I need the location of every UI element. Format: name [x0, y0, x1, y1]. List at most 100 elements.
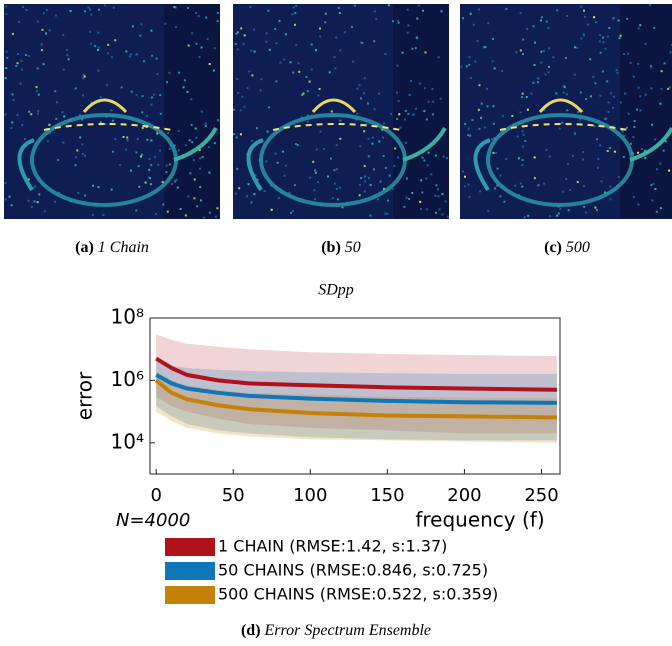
noise	[174, 6, 177, 9]
noise	[476, 40, 479, 43]
noise	[407, 112, 410, 115]
legend-swatch	[165, 538, 215, 556]
noise	[472, 23, 475, 26]
noise	[654, 187, 657, 190]
noise	[519, 49, 522, 52]
noise	[238, 187, 241, 190]
noise	[617, 175, 620, 178]
noise	[267, 9, 270, 12]
noise	[333, 182, 336, 185]
noise	[414, 47, 417, 50]
noise	[192, 159, 195, 162]
noise	[382, 155, 385, 158]
noise	[558, 127, 561, 130]
noise	[137, 164, 140, 167]
noise	[561, 121, 564, 124]
noise	[659, 162, 662, 165]
noise	[397, 21, 400, 24]
noise	[548, 47, 551, 50]
noise	[599, 94, 602, 97]
noise	[612, 125, 615, 128]
noise	[543, 109, 546, 112]
noise	[350, 25, 353, 28]
noise	[27, 178, 30, 181]
noise	[182, 86, 185, 89]
series-line	[155, 356, 557, 392]
noise	[245, 195, 248, 198]
noise	[587, 23, 590, 26]
noise	[663, 62, 666, 65]
noise	[176, 186, 179, 189]
noise	[583, 15, 586, 18]
noise	[610, 92, 613, 95]
error-image	[460, 4, 672, 219]
noise	[382, 122, 385, 125]
noise	[649, 65, 652, 68]
noise	[323, 148, 326, 151]
noise	[5, 12, 8, 15]
noise	[463, 175, 466, 178]
noise	[359, 97, 362, 100]
noise	[437, 56, 440, 59]
noise	[423, 110, 426, 113]
noise	[105, 84, 108, 87]
noise	[65, 48, 68, 51]
noise	[112, 6, 115, 9]
noise	[251, 74, 254, 77]
noise	[84, 10, 87, 13]
noise	[369, 183, 372, 186]
noise	[474, 60, 477, 63]
noise	[193, 197, 196, 200]
noise	[397, 20, 400, 23]
noise	[173, 6, 176, 9]
noise	[293, 184, 296, 187]
noise	[206, 37, 209, 40]
noise	[177, 149, 180, 152]
noise	[81, 143, 84, 146]
noise	[166, 81, 169, 84]
noise	[597, 166, 600, 169]
noise	[38, 193, 41, 196]
noise	[369, 214, 372, 217]
figure-caption: (d) Error Spectrum Ensemble	[241, 622, 431, 639]
noise	[636, 108, 639, 111]
noise	[619, 101, 622, 104]
noise	[426, 164, 429, 167]
noise	[414, 107, 417, 110]
noise	[364, 175, 367, 178]
noise	[48, 29, 51, 32]
noise	[609, 185, 612, 188]
noise	[30, 206, 33, 209]
noise	[54, 200, 57, 203]
noise	[324, 12, 327, 15]
noise	[601, 70, 604, 73]
noise	[33, 200, 36, 203]
noise	[468, 56, 471, 59]
noise	[659, 207, 662, 210]
noise	[612, 17, 615, 20]
noise	[522, 38, 525, 41]
noise	[79, 136, 82, 139]
noise	[22, 6, 25, 9]
noise	[94, 45, 97, 48]
noise	[515, 51, 518, 54]
caption-label: (d)	[241, 622, 261, 639]
noise	[128, 55, 131, 58]
noise	[639, 109, 642, 112]
noise	[236, 77, 239, 80]
noise	[153, 156, 156, 159]
noise	[164, 22, 167, 25]
noise	[373, 40, 376, 43]
noise	[649, 4, 652, 7]
noise	[27, 55, 30, 58]
noise	[589, 95, 592, 98]
noise	[265, 32, 268, 35]
noise	[112, 150, 115, 153]
noise	[636, 151, 639, 154]
noise	[592, 75, 595, 78]
noise	[396, 64, 399, 67]
panel-caption: (a) 1 Chain	[75, 239, 149, 256]
noise	[233, 133, 236, 136]
noise	[212, 69, 215, 72]
noise	[165, 171, 168, 174]
